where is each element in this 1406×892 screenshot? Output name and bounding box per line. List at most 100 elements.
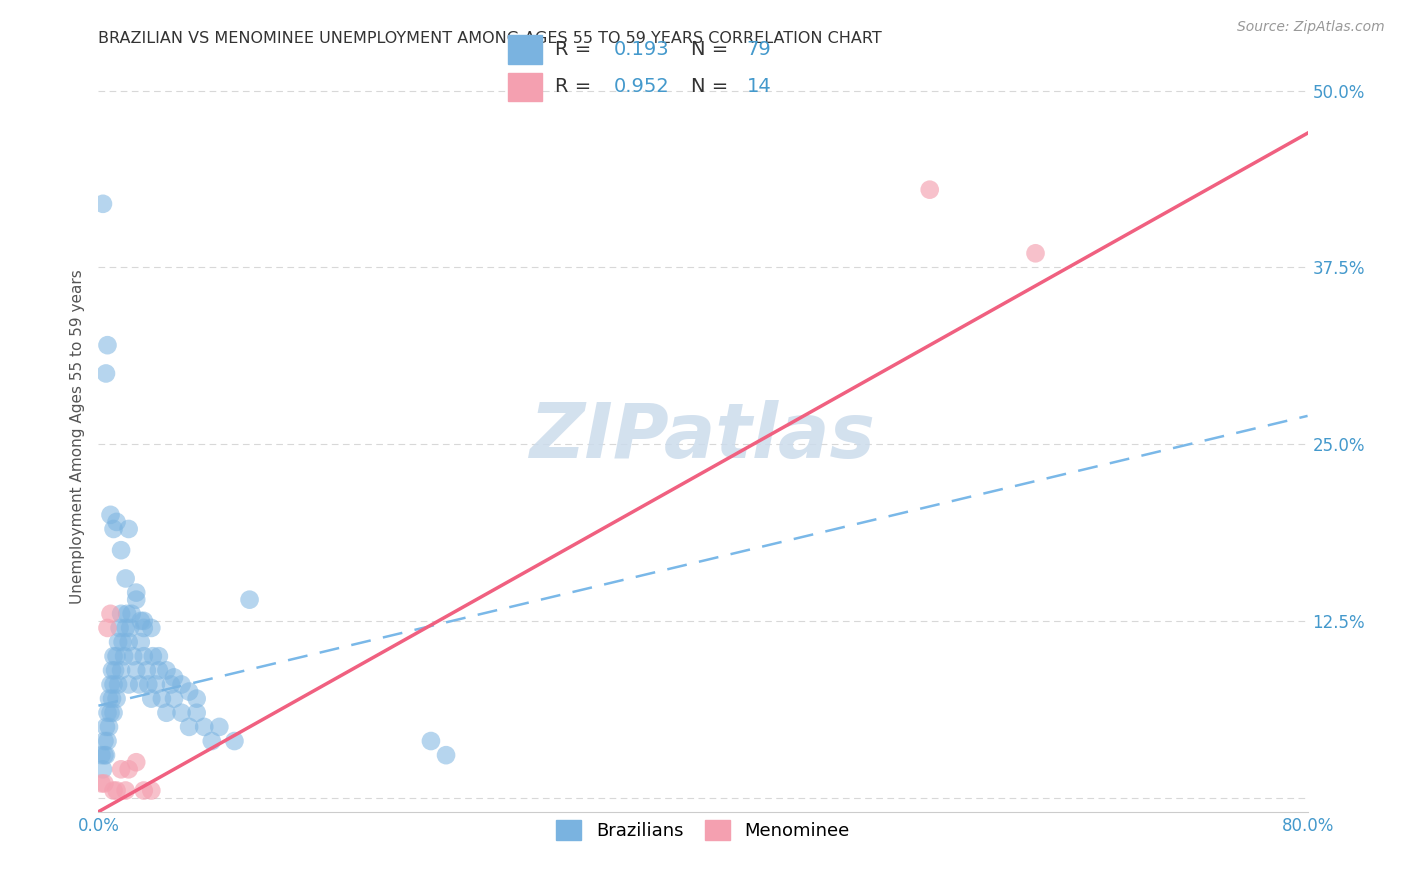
Text: 0.193: 0.193: [613, 40, 669, 59]
Text: 14: 14: [747, 78, 772, 96]
Point: [94, 367, 117, 381]
Legend: Brazilians, Menominee: Brazilians, Menominee: [548, 813, 858, 847]
Point: [179, 684, 201, 698]
Point: [163, 670, 186, 684]
Point: [125, 756, 148, 770]
Point: [96, 706, 118, 720]
Point: [107, 677, 129, 691]
Point: [103, 649, 125, 664]
Point: [105, 783, 128, 797]
Point: [93, 776, 115, 790]
Point: [120, 621, 142, 635]
Point: [145, 677, 167, 691]
Point: [155, 706, 177, 720]
Point: [1024, 246, 1046, 260]
Point: [100, 508, 122, 522]
Text: R =: R =: [555, 40, 598, 59]
Text: N =: N =: [690, 40, 734, 59]
Point: [179, 720, 201, 734]
Point: [193, 720, 215, 734]
Point: [118, 677, 141, 691]
Point: [112, 649, 135, 664]
Point: [105, 691, 128, 706]
Point: [90, 776, 112, 790]
Point: [918, 183, 941, 197]
Y-axis label: Unemployment Among Ages 55 to 59 years: Unemployment Among Ages 55 to 59 years: [69, 269, 84, 605]
Point: [122, 649, 145, 664]
Point: [132, 621, 155, 635]
Point: [121, 607, 143, 621]
Text: R =: R =: [555, 78, 598, 96]
Point: [118, 522, 141, 536]
Bar: [509, 36, 543, 64]
Point: [103, 706, 125, 720]
Point: [141, 783, 163, 797]
Point: [132, 614, 155, 628]
Point: [118, 635, 141, 649]
Point: [129, 635, 152, 649]
Point: [107, 635, 129, 649]
Point: [125, 585, 148, 599]
Text: BRAZILIAN VS MENOMINEE UNEMPLOYMENT AMONG AGES 55 TO 59 YEARS CORRELATION CHART: BRAZILIAN VS MENOMINEE UNEMPLOYMENT AMON…: [98, 31, 882, 46]
Point: [148, 664, 170, 678]
Point: [93, 734, 115, 748]
Point: [239, 592, 262, 607]
Point: [91, 762, 114, 776]
Point: [110, 543, 132, 558]
Point: [114, 621, 136, 635]
Point: [163, 691, 186, 706]
Point: [201, 734, 224, 748]
Point: [105, 649, 128, 664]
Text: 79: 79: [747, 40, 772, 59]
Text: 0.952: 0.952: [613, 78, 669, 96]
Text: Source: ZipAtlas.com: Source: ZipAtlas.com: [1237, 20, 1385, 34]
Point: [101, 664, 124, 678]
Point: [90, 748, 112, 763]
Point: [170, 706, 193, 720]
Text: ZIPatlas: ZIPatlas: [530, 401, 876, 474]
Point: [224, 734, 246, 748]
Point: [114, 571, 136, 585]
Point: [136, 677, 159, 691]
Point: [115, 607, 138, 621]
Point: [150, 691, 173, 706]
Point: [108, 621, 131, 635]
Point: [128, 677, 150, 691]
Point: [93, 748, 115, 763]
Point: [118, 762, 141, 776]
Point: [114, 783, 136, 797]
Point: [420, 734, 443, 748]
Point: [98, 720, 121, 734]
Point: [135, 664, 157, 678]
Point: [94, 748, 117, 763]
Point: [103, 677, 125, 691]
Point: [110, 762, 132, 776]
Point: [98, 691, 121, 706]
Text: N =: N =: [690, 78, 734, 96]
Point: [103, 783, 125, 797]
Point: [141, 621, 163, 635]
Point: [104, 664, 127, 678]
Point: [132, 783, 155, 797]
Point: [141, 691, 163, 706]
Point: [155, 664, 177, 678]
Point: [103, 522, 125, 536]
Bar: [509, 72, 543, 102]
Point: [434, 748, 457, 763]
Point: [105, 515, 128, 529]
Point: [91, 196, 114, 211]
Point: [148, 649, 170, 664]
Point: [129, 614, 152, 628]
Point: [208, 720, 231, 734]
Point: [142, 649, 165, 664]
Point: [100, 677, 122, 691]
Point: [110, 664, 132, 678]
Point: [160, 677, 183, 691]
Point: [186, 691, 208, 706]
Point: [110, 607, 132, 621]
Point: [186, 706, 208, 720]
Point: [125, 592, 148, 607]
Point: [96, 338, 118, 352]
Point: [170, 677, 193, 691]
Point: [101, 691, 124, 706]
